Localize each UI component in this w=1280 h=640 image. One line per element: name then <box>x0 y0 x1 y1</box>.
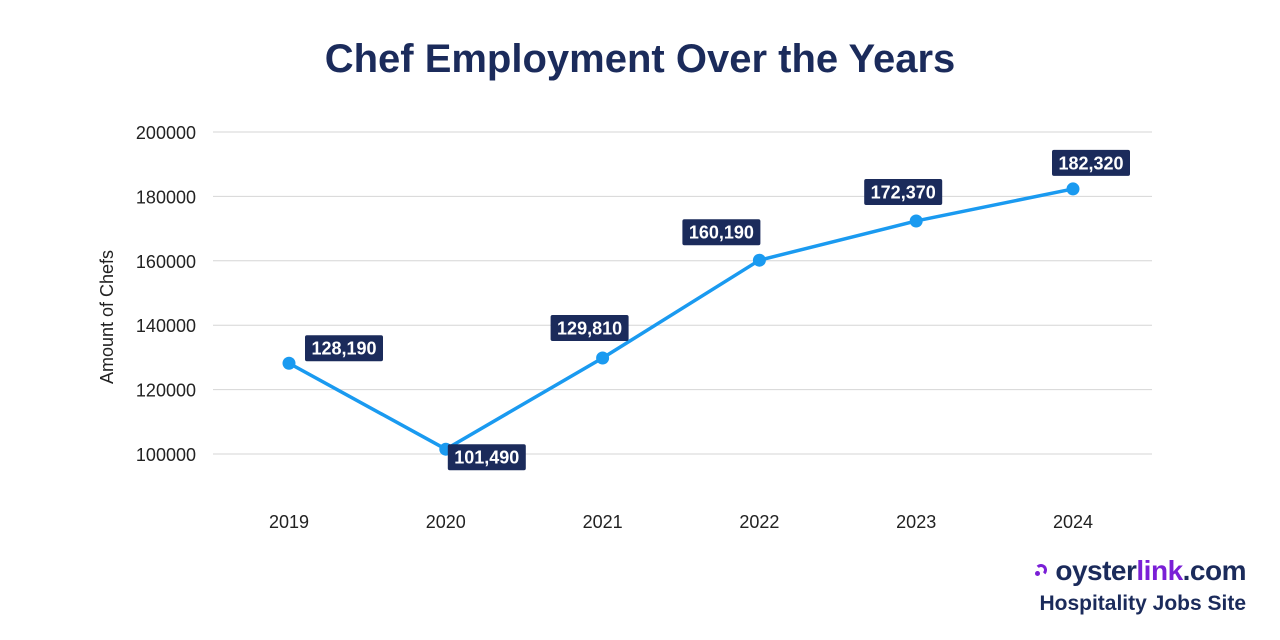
data-point <box>596 351 610 365</box>
x-tick-label: 2022 <box>739 512 779 532</box>
y-tick-label: 160000 <box>136 252 196 272</box>
data-label: 128,190 <box>305 335 383 362</box>
brand-block: oysterlink.com Hospitality Jobs Site <box>1033 556 1247 616</box>
brand-name-part-3: .com <box>1182 555 1247 586</box>
data-point <box>1066 182 1080 196</box>
data-label: 172,370 <box>864 178 943 205</box>
data-label: 160,190 <box>682 219 761 246</box>
data-label-text: 101,490 <box>454 448 519 468</box>
data-labels: 128,190 101,490 129,810 160,190 172,370 182,3… <box>305 149 1130 471</box>
data-label-text: 182,320 <box>1058 153 1123 173</box>
y-tick-label: 180000 <box>136 187 196 207</box>
x-tick-label: 2019 <box>269 512 309 532</box>
data-label-box <box>447 444 526 471</box>
grid <box>213 131 1152 455</box>
data-point <box>752 253 766 267</box>
y-axis-ticks: 100000 120000 140000 160000 180000 200000 <box>136 123 196 465</box>
x-tick-label: 2020 <box>426 512 466 532</box>
chart-title: Chef Employment Over the Years <box>325 37 956 81</box>
data-label-box <box>550 315 629 342</box>
data-label-text: 128,190 <box>311 339 376 359</box>
data-label: 129,810 <box>550 315 629 342</box>
data-label-box <box>682 219 761 246</box>
x-tick-label: 2024 <box>1053 512 1093 532</box>
y-tick-label: 140000 <box>136 316 196 336</box>
x-tick-label: 2023 <box>896 512 936 532</box>
data-label-text: 129,810 <box>557 319 622 339</box>
x-tick-label: 2021 <box>583 512 623 532</box>
brand-name-part-1: oyster <box>1055 555 1137 586</box>
y-tick-label: 200000 <box>136 123 196 143</box>
x-axis-ticks: 2019 2020 2021 2022 2023 2024 <box>269 512 1093 532</box>
oysterlink-logo-icon <box>1033 562 1051 580</box>
data-point <box>909 214 923 228</box>
brand-tagline: Hospitality Jobs Site <box>1039 592 1246 615</box>
series <box>282 182 1080 456</box>
y-tick-label: 100000 <box>136 445 196 465</box>
brand-logo: oysterlink.com <box>1033 556 1247 586</box>
series-line <box>287 187 1075 451</box>
y-axis-label: Amount of Chefs <box>97 250 117 384</box>
y-tick-label: 120000 <box>136 381 196 401</box>
data-label-text: 172,370 <box>871 182 936 202</box>
brand-name: oysterlink.com <box>1055 556 1246 586</box>
data-point <box>282 356 296 370</box>
data-label-text: 160,190 <box>689 223 754 243</box>
data-label-box <box>1052 149 1130 176</box>
brand-name-part-2: link <box>1136 555 1183 586</box>
data-label-box <box>864 178 943 205</box>
data-label: 182,320 <box>1052 149 1130 176</box>
data-label: 101,490 <box>447 444 526 471</box>
data-label-box <box>305 335 383 362</box>
